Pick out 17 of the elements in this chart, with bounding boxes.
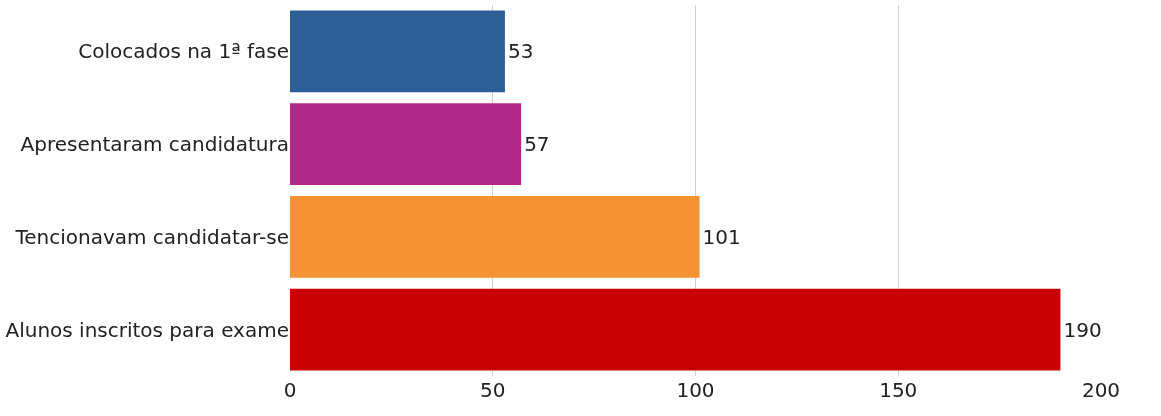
bar xyxy=(290,288,1061,371)
data-label: 57 xyxy=(524,132,550,157)
bar xyxy=(290,10,505,93)
bar xyxy=(290,103,522,185)
y-tick-label: Alunos inscritos para exame xyxy=(5,317,289,342)
bar xyxy=(290,196,700,278)
x-tick-label: 100 xyxy=(676,378,715,402)
x-tick-label: 50 xyxy=(480,378,506,402)
x-tick-label: 200 xyxy=(1081,378,1121,402)
y-tick-label: Tencionavam candidatar-se xyxy=(14,224,289,249)
data-label: 53 xyxy=(507,39,534,64)
y-tick-label: Colocados na 1ª fase xyxy=(78,39,289,64)
y-tick-label: Apresentaram candidatura xyxy=(20,132,289,157)
x-tick-label: 0 xyxy=(283,378,297,402)
x-tick-label: 150 xyxy=(879,378,918,402)
data-label: 101 xyxy=(702,224,741,249)
data-label: 190 xyxy=(1063,317,1102,342)
